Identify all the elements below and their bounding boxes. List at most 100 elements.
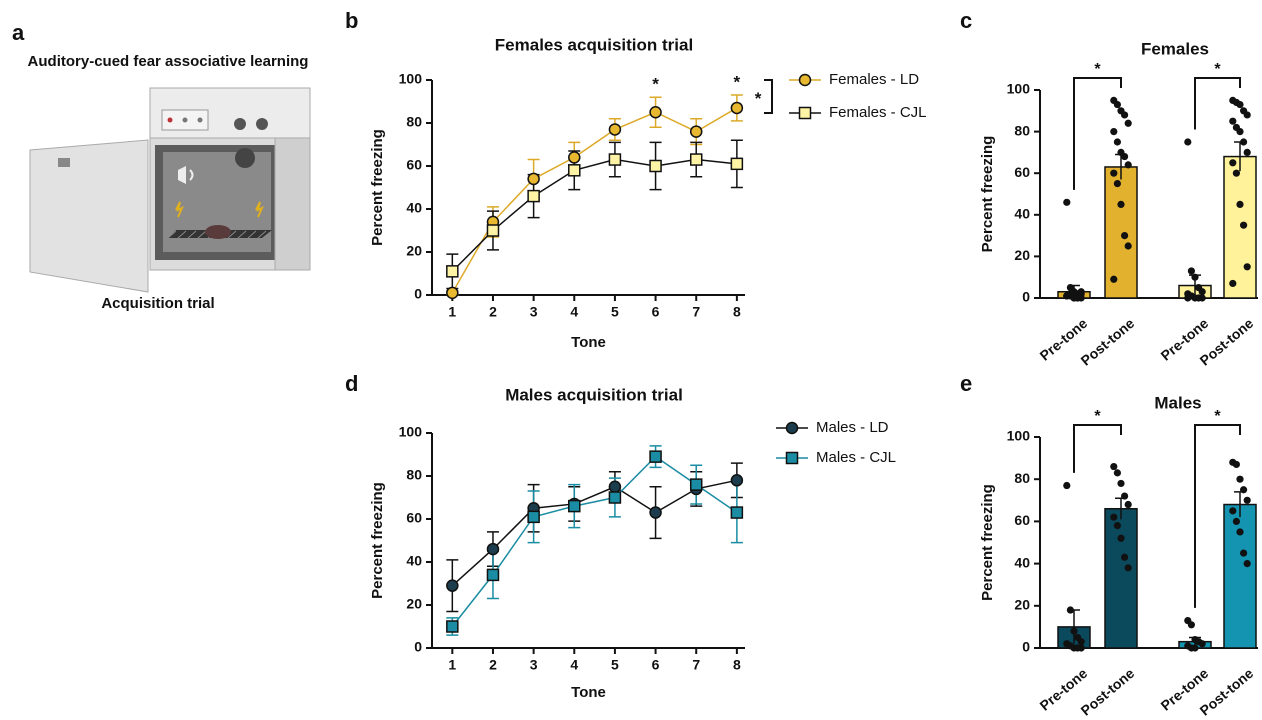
y-tick-label: 100	[399, 71, 423, 87]
y-tick-label: 100	[399, 424, 423, 440]
y-tick-label: 60	[1014, 164, 1030, 180]
data-point	[1243, 263, 1251, 271]
data-point	[1243, 560, 1251, 568]
apparatus-illustration	[29, 87, 311, 293]
marker	[446, 620, 459, 633]
y-axis-label: Percent freezing	[369, 129, 386, 246]
x-tick-label: 6	[652, 304, 660, 320]
data-point	[1232, 460, 1240, 469]
bar	[1223, 503, 1257, 649]
bar	[1223, 155, 1257, 299]
data-point	[1236, 475, 1244, 483]
data-point	[1124, 242, 1132, 250]
significance-label: *	[1094, 61, 1101, 78]
x-tick-label: 6	[652, 657, 660, 673]
data-point	[1236, 100, 1244, 109]
series-line	[451, 107, 738, 294]
data-point	[1243, 148, 1251, 156]
data-point	[1063, 481, 1071, 490]
marker	[649, 450, 662, 463]
data-point	[1184, 138, 1192, 146]
panel-caption: Acquisition trial	[101, 295, 214, 312]
y-axis-label: Percent freezing	[979, 136, 996, 253]
x-tick-label: 5	[611, 657, 619, 673]
data-point	[1229, 159, 1237, 167]
significance-label: *	[652, 75, 659, 94]
y-tick-label: 0	[1022, 639, 1030, 655]
marker	[486, 542, 500, 556]
data-point	[1124, 161, 1132, 169]
y-axis-label: Percent freezing	[979, 484, 996, 601]
legend-label: Males - CJL	[816, 449, 896, 466]
y-tick-label: 80	[406, 114, 422, 130]
y-tick-label: 40	[1014, 206, 1030, 222]
data-point	[1113, 522, 1121, 530]
marker	[689, 125, 703, 138]
marker	[608, 480, 622, 493]
data-point	[1243, 496, 1251, 504]
data-point	[1113, 138, 1121, 146]
marker	[608, 123, 622, 136]
data-point	[1117, 479, 1125, 488]
marker	[689, 153, 703, 166]
y-tick-label: 20	[1014, 247, 1030, 263]
data-point	[1121, 152, 1129, 161]
y-tick-label: 60	[406, 510, 422, 526]
data-point	[1063, 292, 1071, 300]
chart-title: Females	[1141, 39, 1209, 58]
marker	[446, 286, 459, 300]
x-tick-label: 4	[570, 304, 578, 320]
data-point	[1229, 507, 1237, 515]
y-tick-label: 40	[1014, 554, 1030, 570]
x-tick-label: 3	[530, 304, 538, 320]
marker	[446, 579, 459, 592]
marker	[608, 491, 622, 504]
marker	[608, 153, 622, 166]
data-point	[1124, 564, 1132, 572]
y-tick-label: 20	[406, 243, 422, 259]
data-point	[1187, 267, 1195, 275]
marker	[730, 506, 744, 519]
data-point	[1124, 500, 1132, 509]
y-tick-label: 20	[406, 596, 422, 612]
y-tick-label: 80	[406, 467, 422, 483]
data-point	[1113, 180, 1121, 188]
x-tick-label: 2	[489, 304, 497, 320]
x-tick-label: 8	[733, 657, 741, 673]
y-tick-label: 100	[1007, 428, 1031, 444]
significance-label: *	[1214, 61, 1221, 78]
significance-bracket	[1194, 77, 1241, 130]
x-tick-label: 8	[733, 304, 741, 320]
data-point	[1121, 553, 1129, 561]
data-point	[1070, 627, 1078, 635]
marker	[568, 151, 581, 164]
significance-label: *	[755, 89, 762, 108]
marker	[527, 510, 540, 524]
data-point	[1113, 469, 1121, 477]
panel-label: b	[345, 8, 358, 33]
data-point	[1198, 294, 1206, 302]
data-point	[1236, 128, 1244, 136]
x-tick-label: 7	[692, 304, 700, 320]
significance-label: *	[1094, 408, 1101, 425]
data-point	[1232, 169, 1240, 177]
marker	[730, 101, 744, 115]
legend-label: Males - LD	[816, 419, 889, 436]
data-point	[1187, 621, 1195, 629]
panel-title: Auditory-cued fear associative learning	[28, 53, 309, 70]
y-tick-label: 40	[406, 553, 422, 569]
panel-label: d	[345, 371, 358, 396]
x-tick-label: 2	[489, 657, 497, 673]
legend-marker	[785, 421, 799, 435]
y-tick-label: 80	[1014, 122, 1030, 138]
significance-bracket	[1073, 77, 1122, 190]
x-tick-label: 4	[570, 657, 578, 673]
marker	[568, 499, 581, 513]
y-tick-label: 60	[406, 157, 422, 173]
y-tick-label: 0	[414, 286, 422, 302]
x-tick-label: 1	[448, 657, 456, 673]
marker	[527, 189, 540, 203]
significance-bracket	[1194, 424, 1241, 608]
data-point	[1124, 119, 1132, 127]
